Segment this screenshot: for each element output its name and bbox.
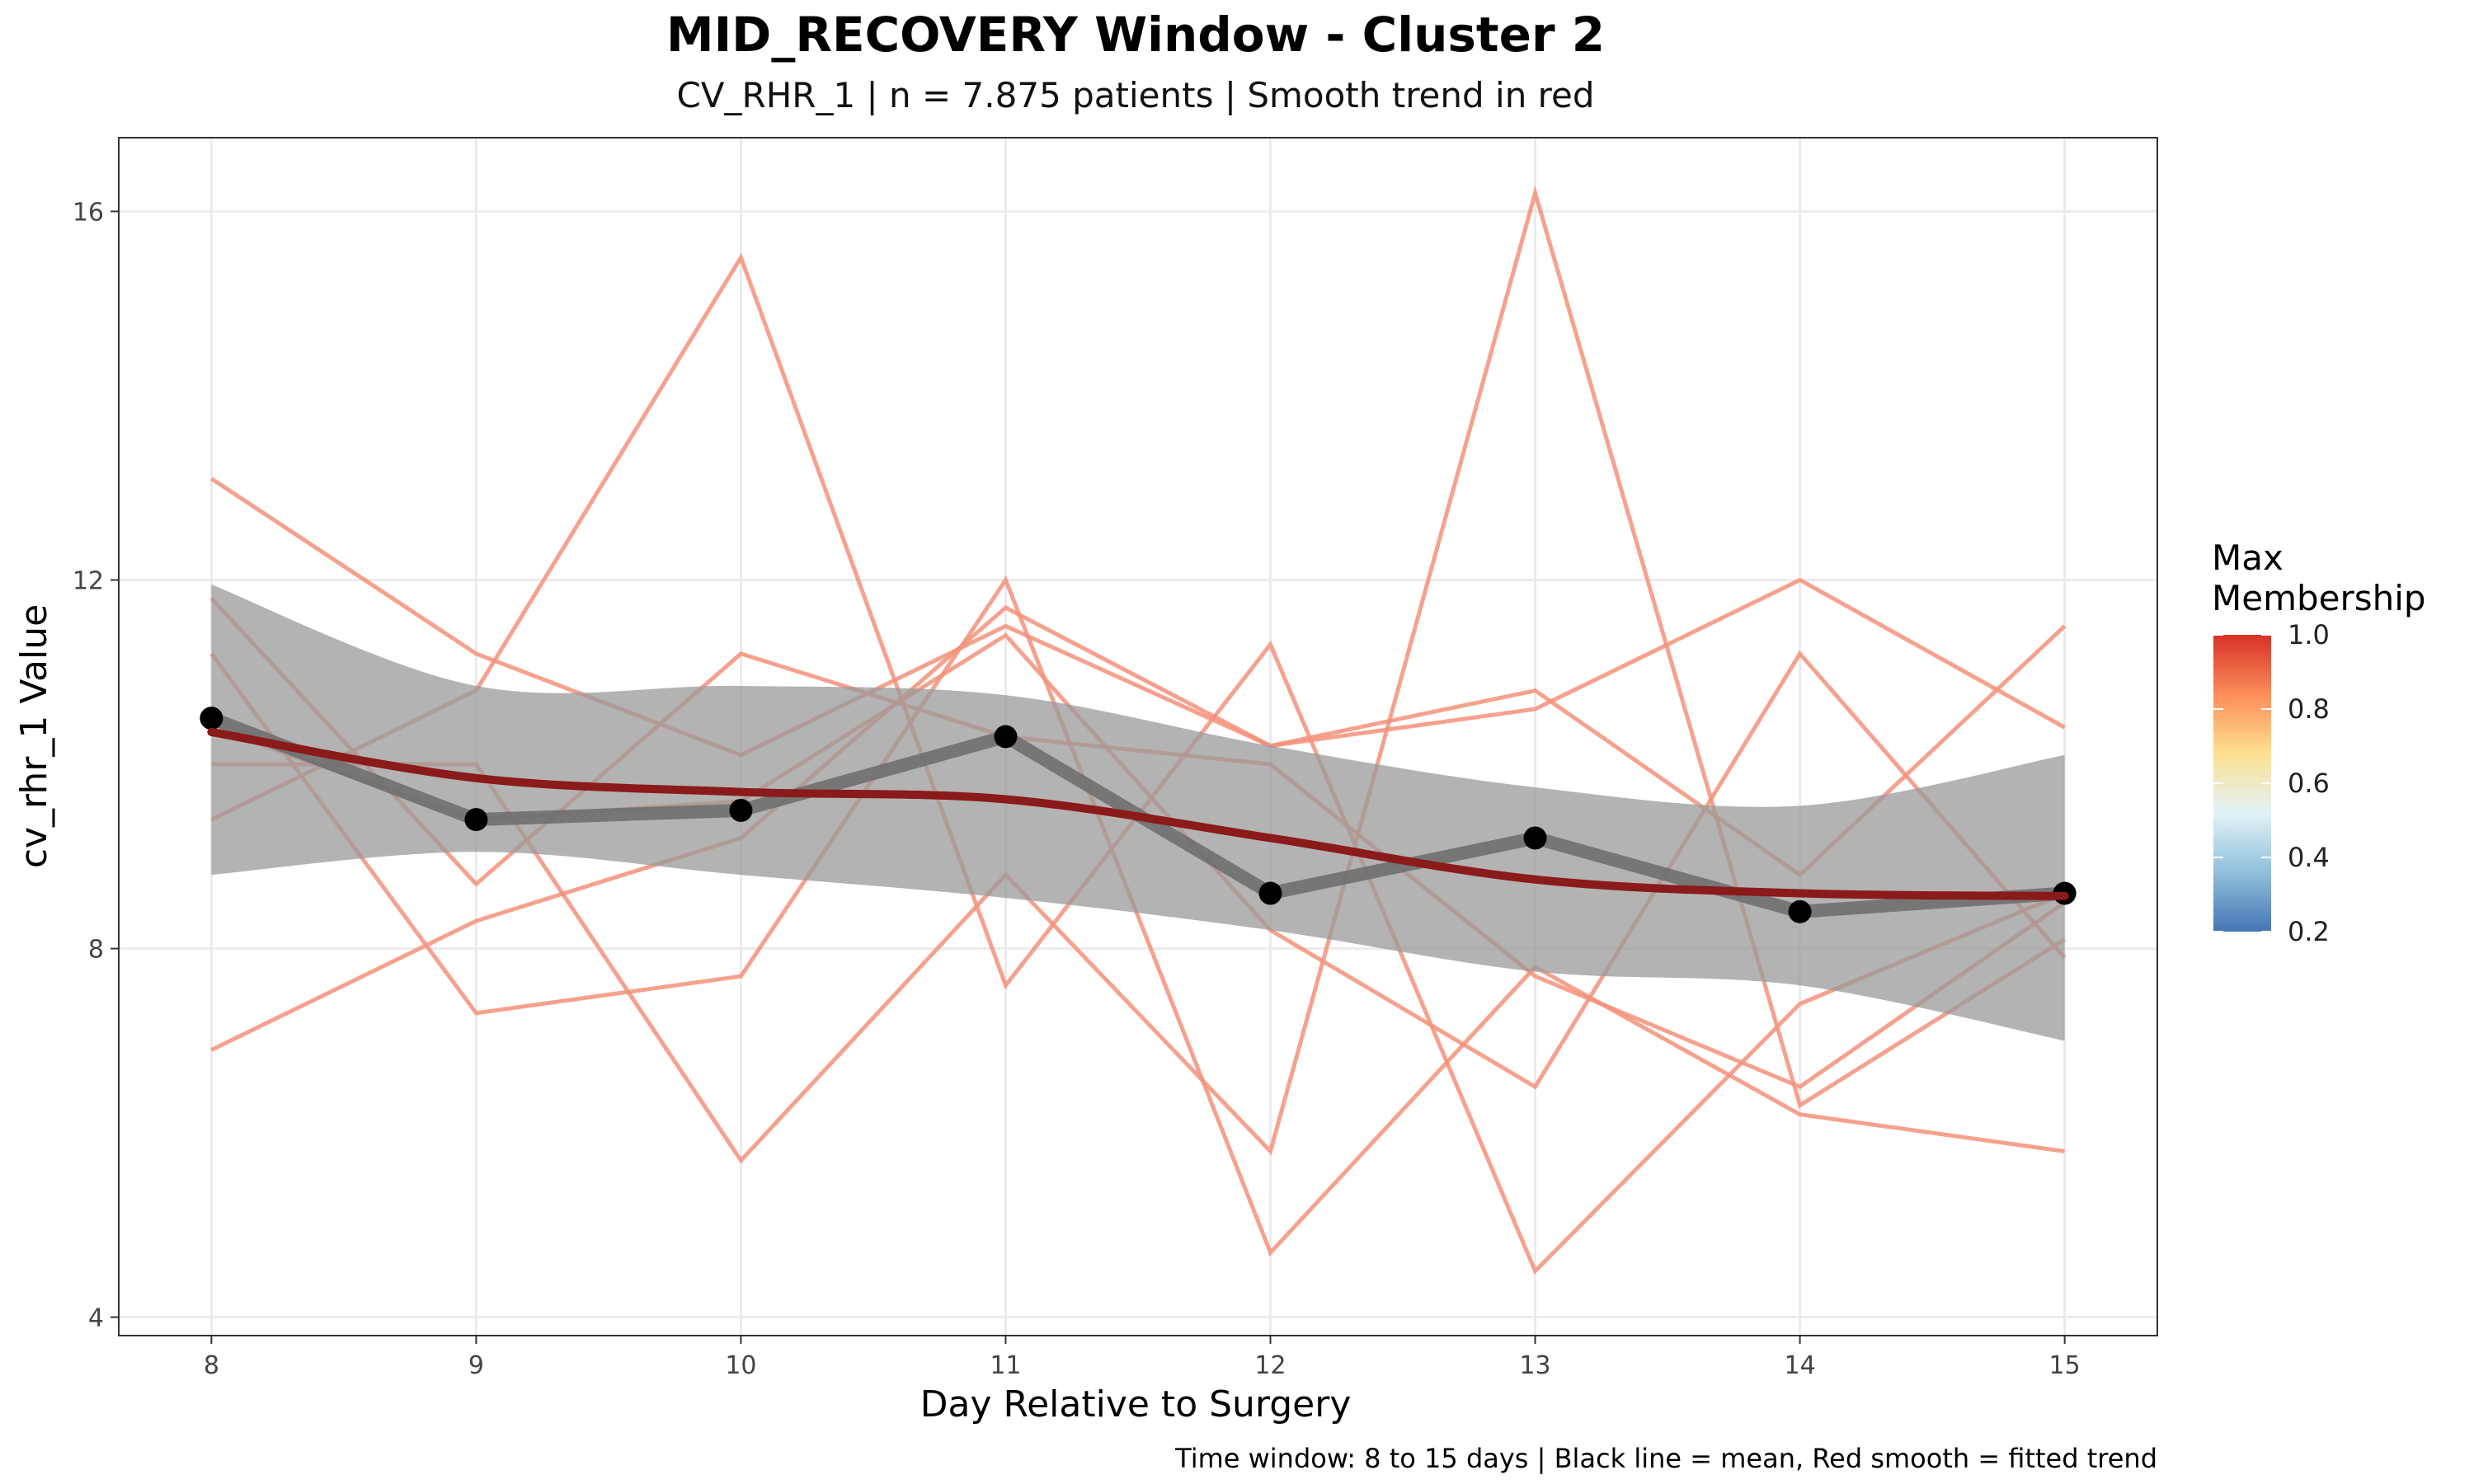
legend-title-line-1: Max xyxy=(2212,538,2284,578)
legend-label-1.0: 1.0 xyxy=(2288,619,2330,650)
legend-title-line-2: Membership xyxy=(2212,578,2426,618)
x-tick-label-8: 8 xyxy=(204,1351,219,1380)
chart-title: MID_RECOVERY Window - Cluster 2 xyxy=(666,7,1605,63)
patient-line-4 xyxy=(209,575,2065,1257)
x-axis: 8 9 10 11 12 13 14 15 xyxy=(204,1336,2081,1380)
mean-point-day-8 xyxy=(200,707,223,730)
y-axis: 4 8 12 16 xyxy=(73,198,119,1333)
mean-point-day-14 xyxy=(1788,899,1812,923)
mean-point-day-10 xyxy=(729,798,753,822)
chart-caption: Time window: 8 to 15 days | Black line =… xyxy=(1174,1443,2157,1474)
legend-labels: 1.0 0.8 0.6 0.4 0.2 xyxy=(2213,619,2330,947)
legend: Max Membership 1.0 0.8 0.6 0.4 0.2 xyxy=(2212,538,2426,947)
y-tick-label-8: 8 xyxy=(88,936,104,965)
y-tick-label-4: 4 xyxy=(88,1304,104,1333)
x-tick-label-14: 14 xyxy=(1785,1351,1816,1380)
mean-point-day-11 xyxy=(994,725,1018,749)
plot-border xyxy=(118,137,2158,1336)
x-tick-label-12: 12 xyxy=(1254,1351,1286,1380)
mean-point-day-13 xyxy=(1523,826,1547,850)
y-axis-title: cv_rhr_1 Value xyxy=(13,604,55,868)
x-tick-label-10: 10 xyxy=(725,1351,756,1380)
x-tick-label-15: 15 xyxy=(2049,1351,2081,1380)
legend-label-0.8: 0.8 xyxy=(2288,693,2330,725)
x-tick-label-13: 13 xyxy=(1519,1351,1550,1380)
chart-subtitle: CV_RHR_1 | n = 7.875 patients | Smooth t… xyxy=(676,75,1594,115)
plot-panel xyxy=(118,137,2158,1336)
legend-label-0.6: 0.6 xyxy=(2288,768,2330,799)
legend-title: Max Membership xyxy=(2212,538,2426,618)
legend-label-0.4: 0.4 xyxy=(2288,842,2330,873)
legend-label-0.2: 0.2 xyxy=(2288,916,2330,947)
y-tick-label-12: 12 xyxy=(73,566,104,595)
trend-layer xyxy=(207,727,2069,900)
patient-line-5 xyxy=(210,577,2066,1052)
x-tick-label-11: 11 xyxy=(990,1351,1021,1380)
x-tick-label-9: 9 xyxy=(468,1351,484,1380)
mean-point-day-12 xyxy=(1258,881,1282,905)
x-axis-title: Day Relative to Surgery xyxy=(920,1383,1352,1425)
y-tick-label-16: 16 xyxy=(73,198,104,227)
mean-point-day-9 xyxy=(464,808,488,832)
trend-line xyxy=(207,727,2069,900)
